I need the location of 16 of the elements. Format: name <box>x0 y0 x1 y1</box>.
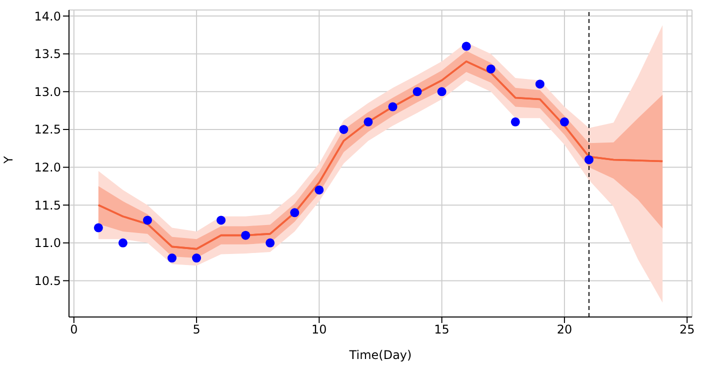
x-tick-label: 25 <box>679 322 695 337</box>
y-tick-label: 12.5 <box>34 122 61 137</box>
x-tick-label: 10 <box>312 322 327 337</box>
y-tick-label: 13.5 <box>34 47 61 62</box>
x-tick-label: 20 <box>556 322 572 337</box>
y-tick-label: 11.5 <box>34 198 61 212</box>
x-tick-label: 0 <box>70 322 78 337</box>
x-tick-label: 15 <box>434 322 450 337</box>
y-tick-label: 14.0 <box>34 9 61 24</box>
y-tick-label: 11.0 <box>34 236 61 250</box>
x-tick-label: 5 <box>192 322 200 337</box>
y-tick-label: 12.0 <box>34 160 61 175</box>
y-tick-label: 10.5 <box>34 274 61 288</box>
y-tick-label: 13.0 <box>34 84 61 99</box>
x-axis-title: Time(Day) <box>348 348 412 362</box>
y-axis-title: Y <box>1 156 16 164</box>
